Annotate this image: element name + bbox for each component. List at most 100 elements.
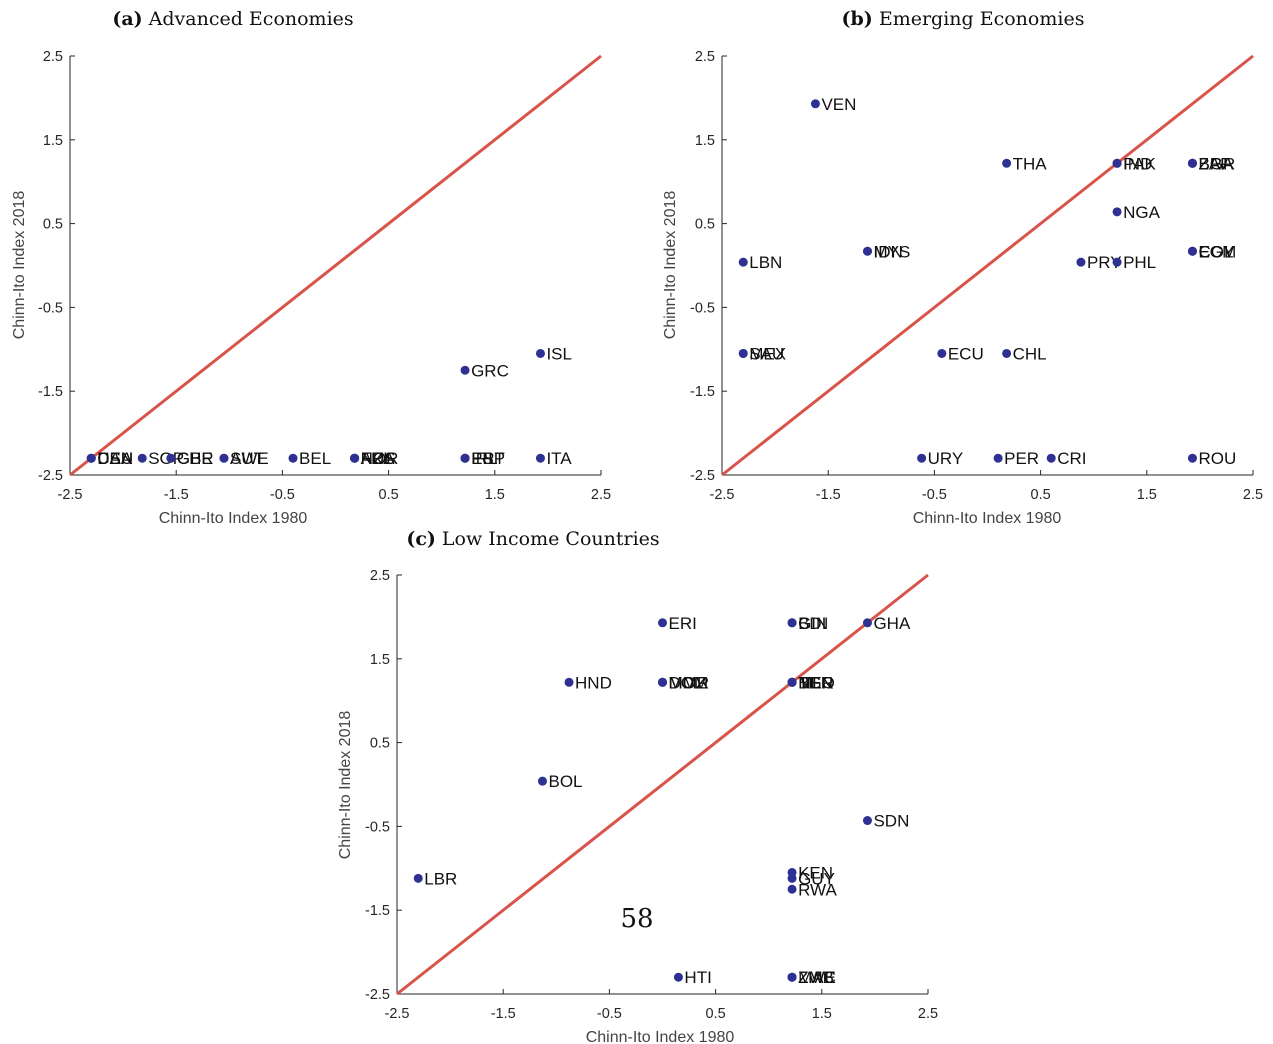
data-point-label: VEN xyxy=(821,95,856,114)
data-point-label: NZL xyxy=(361,449,393,468)
data-point xyxy=(1112,207,1122,217)
data-point-label: MEX xyxy=(749,344,786,363)
y-axis-label: Chinn-Ito Index 2018 xyxy=(11,191,28,340)
x-tick-label: 0.5 xyxy=(379,487,399,503)
data-point xyxy=(535,348,545,358)
reference-line-45 xyxy=(69,54,602,477)
x-tick-label: 2.5 xyxy=(591,487,611,503)
data-point xyxy=(658,677,667,687)
data-point-label: GUY xyxy=(798,869,835,888)
x-tick-label: 1.5 xyxy=(1137,487,1157,503)
data-point-label: DEU xyxy=(97,449,133,468)
reference-line-45 xyxy=(721,54,1254,477)
y-tick-label: -2.5 xyxy=(690,468,715,484)
data-point-label: BEN xyxy=(798,673,833,692)
y-tick-label: 1.5 xyxy=(695,133,715,149)
y-tick-label: -0.5 xyxy=(690,300,715,316)
data-point-label: USA xyxy=(97,449,133,468)
panel-tag: (c) xyxy=(406,528,436,550)
data-point xyxy=(810,99,820,109)
data-point-label: IND xyxy=(1123,154,1152,173)
data-point-label: NGA xyxy=(1123,203,1161,222)
panel-title-text: Advanced Economies xyxy=(143,8,354,30)
data-point-label: THA xyxy=(1013,154,1048,173)
data-point xyxy=(787,972,797,982)
y-tick-label: 0.5 xyxy=(370,736,390,752)
data-point-label: ESP xyxy=(471,449,505,468)
data-point-label: SWE xyxy=(230,449,269,468)
x-axis-label: Chinn-Ito Index 1980 xyxy=(913,510,1062,527)
data-point-label: ZMB xyxy=(798,968,834,987)
y-tick-label: -1.5 xyxy=(365,903,390,919)
data-point-label: CHL xyxy=(1013,344,1047,363)
data-point-label: BDI xyxy=(798,614,826,633)
data-point xyxy=(288,453,298,463)
data-point-label: MYS xyxy=(873,242,910,261)
y-tick-label: -0.5 xyxy=(365,819,390,835)
data-point-label: ECU xyxy=(948,344,984,363)
data-point xyxy=(738,257,748,267)
data-point xyxy=(937,348,947,358)
data-point-label: BRA xyxy=(1198,154,1234,173)
data-point-label: GRC xyxy=(471,361,509,380)
data-point-label: EGY xyxy=(1198,242,1234,261)
data-point xyxy=(862,246,872,256)
panel-tag: (b) xyxy=(842,8,873,30)
data-point-label: HND xyxy=(575,673,612,692)
data-point xyxy=(219,453,229,463)
x-tick-label: -0.5 xyxy=(597,1006,622,1022)
data-point xyxy=(166,453,176,463)
data-point xyxy=(917,453,927,463)
x-tick-label: 0.5 xyxy=(1031,487,1051,503)
data-point xyxy=(787,873,797,883)
data-point-label: CAN xyxy=(97,449,133,468)
data-point-label: GBR xyxy=(177,449,214,468)
panel-title: (a) Advanced Economies xyxy=(112,8,353,30)
data-point-label: PAK xyxy=(1123,154,1156,173)
data-point xyxy=(1076,257,1086,267)
data-point xyxy=(993,453,1003,463)
y-tick-label: -1.5 xyxy=(690,384,715,400)
x-tick-label: -1.5 xyxy=(816,487,841,503)
data-point-label: CRI xyxy=(1057,449,1086,468)
data-point xyxy=(862,618,872,628)
data-point-label: ROU xyxy=(1198,449,1236,468)
x-axis-label: Chinn-Ito Index 1980 xyxy=(159,510,308,527)
x-tick-label: 2.5 xyxy=(918,1006,938,1022)
x-tick-label: -1.5 xyxy=(491,1006,516,1022)
y-axis-label: Chinn-Ito Index 2018 xyxy=(662,191,679,340)
data-point-label: PRY xyxy=(1087,253,1122,272)
data-point xyxy=(787,618,797,628)
data-point-label: BEL xyxy=(299,449,331,468)
data-point xyxy=(1187,453,1197,463)
y-tick-label: 1.5 xyxy=(370,652,390,668)
data-point-label: GIN xyxy=(798,614,828,633)
data-point-label: BGR xyxy=(1198,154,1235,173)
y-tick-label: 2.5 xyxy=(695,49,715,65)
data-point xyxy=(413,873,423,883)
data-point xyxy=(658,618,667,628)
x-tick-label: -2.5 xyxy=(385,1006,410,1022)
data-point-label: MLI xyxy=(798,673,826,692)
data-point-label: CHE xyxy=(177,449,213,468)
data-point xyxy=(564,677,574,687)
data-point-label: PHL xyxy=(1123,253,1156,272)
y-tick-label: -2.5 xyxy=(38,468,63,484)
panel-title: (c) Low Income Countries xyxy=(406,528,659,550)
data-point xyxy=(537,776,547,786)
data-point-label: MAC xyxy=(798,968,836,987)
y-tick-label: 0.5 xyxy=(695,217,715,233)
data-point xyxy=(1112,257,1122,267)
y-tick-label: 0.5 xyxy=(43,217,63,233)
data-point-label: NOR xyxy=(361,449,399,468)
data-point-label: URY xyxy=(928,449,964,468)
data-point xyxy=(460,365,470,375)
data-point-label: ZWE xyxy=(798,968,836,987)
data-point-label: PER xyxy=(1004,449,1039,468)
page-number: 58 xyxy=(620,904,653,934)
data-point-label: COL xyxy=(1198,242,1233,261)
y-tick-label: -1.5 xyxy=(38,384,63,400)
x-tick-label: -0.5 xyxy=(922,487,947,503)
data-point xyxy=(460,453,470,463)
x-tick-label: 2.5 xyxy=(1243,487,1263,503)
